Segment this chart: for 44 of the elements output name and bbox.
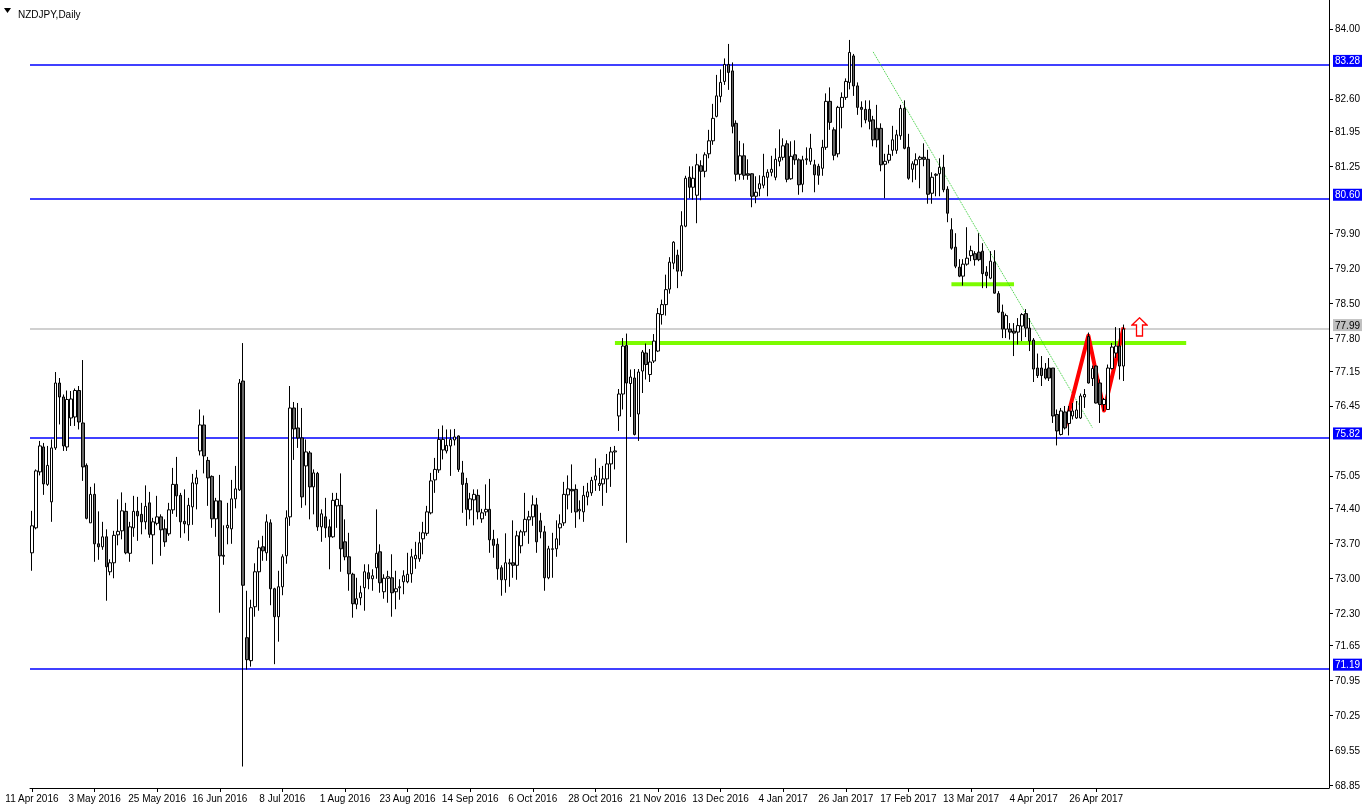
- y-tick-label: 69.55: [1335, 745, 1361, 757]
- y-tick-label: 77.80: [1335, 333, 1361, 345]
- ref-line-label: 75.82: [1335, 427, 1361, 439]
- y-tick-label: 74.40: [1335, 502, 1361, 514]
- x-tick-label: 4 Jan 2017: [758, 792, 809, 804]
- y-tick-label: 68.85: [1335, 780, 1361, 791]
- y-tick-label: 71.65: [1335, 640, 1361, 652]
- y-tick-label: 82.60: [1335, 93, 1361, 105]
- y-tick-label: 70.95: [1335, 675, 1361, 687]
- x-tick-label: 14 Sep 2016: [441, 792, 499, 804]
- y-tick-label: 84.00: [1335, 23, 1361, 35]
- text: NZDJPY,Daily: [18, 8, 81, 20]
- y-tick-label: 78.50: [1335, 298, 1361, 310]
- y-tick-label: 77.15: [1335, 365, 1361, 377]
- y-tick-label: 70.25: [1335, 710, 1361, 722]
- y-tick-label: 79.20: [1335, 263, 1361, 275]
- ref-line-label: 77.99: [1335, 319, 1361, 331]
- x-tick-label: 6 Oct 2016: [508, 792, 558, 804]
- x-tick-label: 21 Nov 2016: [629, 792, 687, 804]
- x-tick-label: 28 Oct 2016: [568, 792, 624, 804]
- x-tick-label: 4 Apr 2017: [1009, 792, 1059, 804]
- ref-line-label: 83.28: [1335, 55, 1361, 67]
- y-tick-label: 81.95: [1335, 125, 1361, 137]
- y-tick-label: 79.90: [1335, 228, 1361, 240]
- y-tick-label: 73.00: [1335, 572, 1361, 584]
- x-tick-label: 13 Dec 2016: [692, 792, 750, 804]
- y-tick-label: 75.05: [1335, 470, 1361, 482]
- y-tick-label: 76.45: [1335, 400, 1361, 412]
- y-tick-label: 72.30: [1335, 607, 1361, 619]
- x-tick-label: 1 Aug 2016: [319, 792, 371, 804]
- y-tick-label: 73.70: [1335, 537, 1361, 549]
- x-tick-label: 11 Apr 2016: [5, 792, 59, 804]
- x-tick-label: 16 Jun 2016: [192, 792, 248, 804]
- x-tick-label: 25 May 2016: [128, 792, 187, 804]
- ref-line-label: 80.60: [1335, 189, 1361, 201]
- ref-line-label: 71.19: [1335, 659, 1361, 671]
- x-tick-label: 3 May 2016: [68, 792, 122, 804]
- x-tick-label: 26 Apr 2017: [1069, 792, 1124, 804]
- x-tick-label: 8 Jul 2016: [259, 792, 306, 804]
- y-tick-label: 81.25: [1335, 160, 1361, 172]
- x-tick-label: 17 Feb 2017: [880, 792, 937, 804]
- x-tick-label: 13 Mar 2017: [942, 792, 1000, 804]
- x-tick-label: 23 Aug 2016: [379, 792, 437, 804]
- x-tick-label: 26 Jan 2017: [818, 792, 874, 804]
